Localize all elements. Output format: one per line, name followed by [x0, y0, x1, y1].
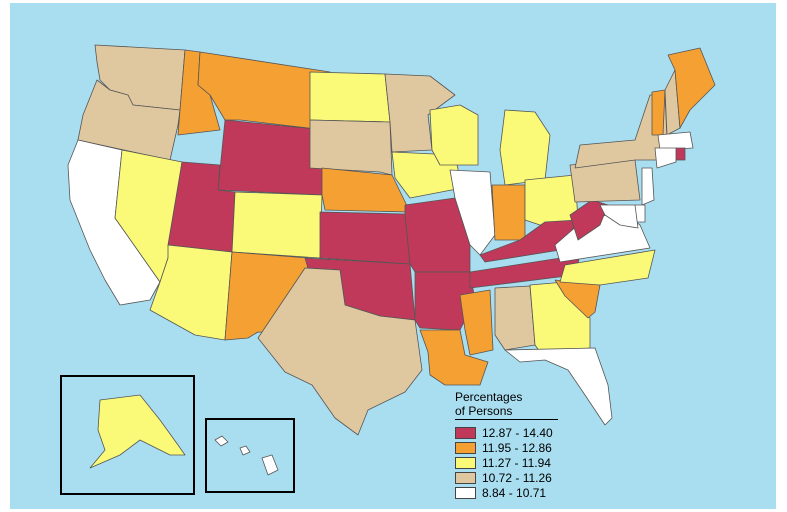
state-nd: [309, 71, 391, 123]
state-ks: [319, 211, 411, 265]
state-al: [494, 285, 536, 351]
map-legend: Percentages of Persons 12.87 - 14.40 11.…: [455, 390, 565, 500]
legend-item: 11.27 - 11.94: [455, 455, 565, 470]
state-ms: [459, 289, 494, 356]
state-wv: [569, 199, 609, 241]
state-wi: [429, 104, 479, 166]
legend-label: 11.95 - 12.86: [482, 440, 552, 455]
state-ct: [654, 147, 677, 169]
state-ak: [89, 394, 186, 469]
legend-label: 8.84 - 10.71: [482, 485, 547, 500]
legend-label: 10.72 - 11.26: [482, 470, 552, 485]
state-mn: [384, 73, 456, 153]
state-co: [231, 191, 323, 259]
state-hi: [214, 435, 279, 476]
legend-title-line2: of Persons: [455, 404, 513, 418]
state-vt: [651, 89, 666, 136]
legend-item: 8.84 - 10.71: [455, 485, 565, 500]
legend-swatch: [455, 486, 476, 499]
state-tx: [257, 267, 423, 436]
legend-divider: [455, 419, 558, 420]
alaska-inset: [60, 375, 195, 495]
legend-swatch: [455, 426, 476, 439]
legend-item: 11.95 - 12.86: [455, 440, 565, 455]
state-nj: [641, 167, 655, 206]
state-mi: [499, 109, 551, 186]
state-sd: [309, 119, 393, 176]
state-ri: [675, 147, 686, 161]
legend-swatch: [455, 441, 476, 454]
state-oh: [524, 174, 579, 226]
legend-label: 12.87 - 14.40: [482, 425, 553, 440]
state-ma: [657, 131, 694, 151]
legend-item: 10.72 - 11.26: [455, 470, 565, 485]
legend-title-line1: Percentages: [455, 390, 523, 404]
state-nc: [559, 249, 656, 286]
state-me: [667, 47, 716, 129]
state-fl: [504, 347, 613, 426]
hawaii-inset: [205, 418, 295, 493]
legend-item: 12.87 - 14.40: [455, 425, 565, 440]
legend-swatch: [455, 456, 476, 469]
state-wy: [217, 119, 326, 196]
state-la: [419, 329, 489, 386]
state-ne: [321, 167, 411, 213]
state-md: [599, 204, 639, 229]
legend-swatch: [455, 471, 476, 484]
state-in: [491, 184, 526, 241]
legend-label: 11.27 - 11.94: [482, 455, 551, 470]
